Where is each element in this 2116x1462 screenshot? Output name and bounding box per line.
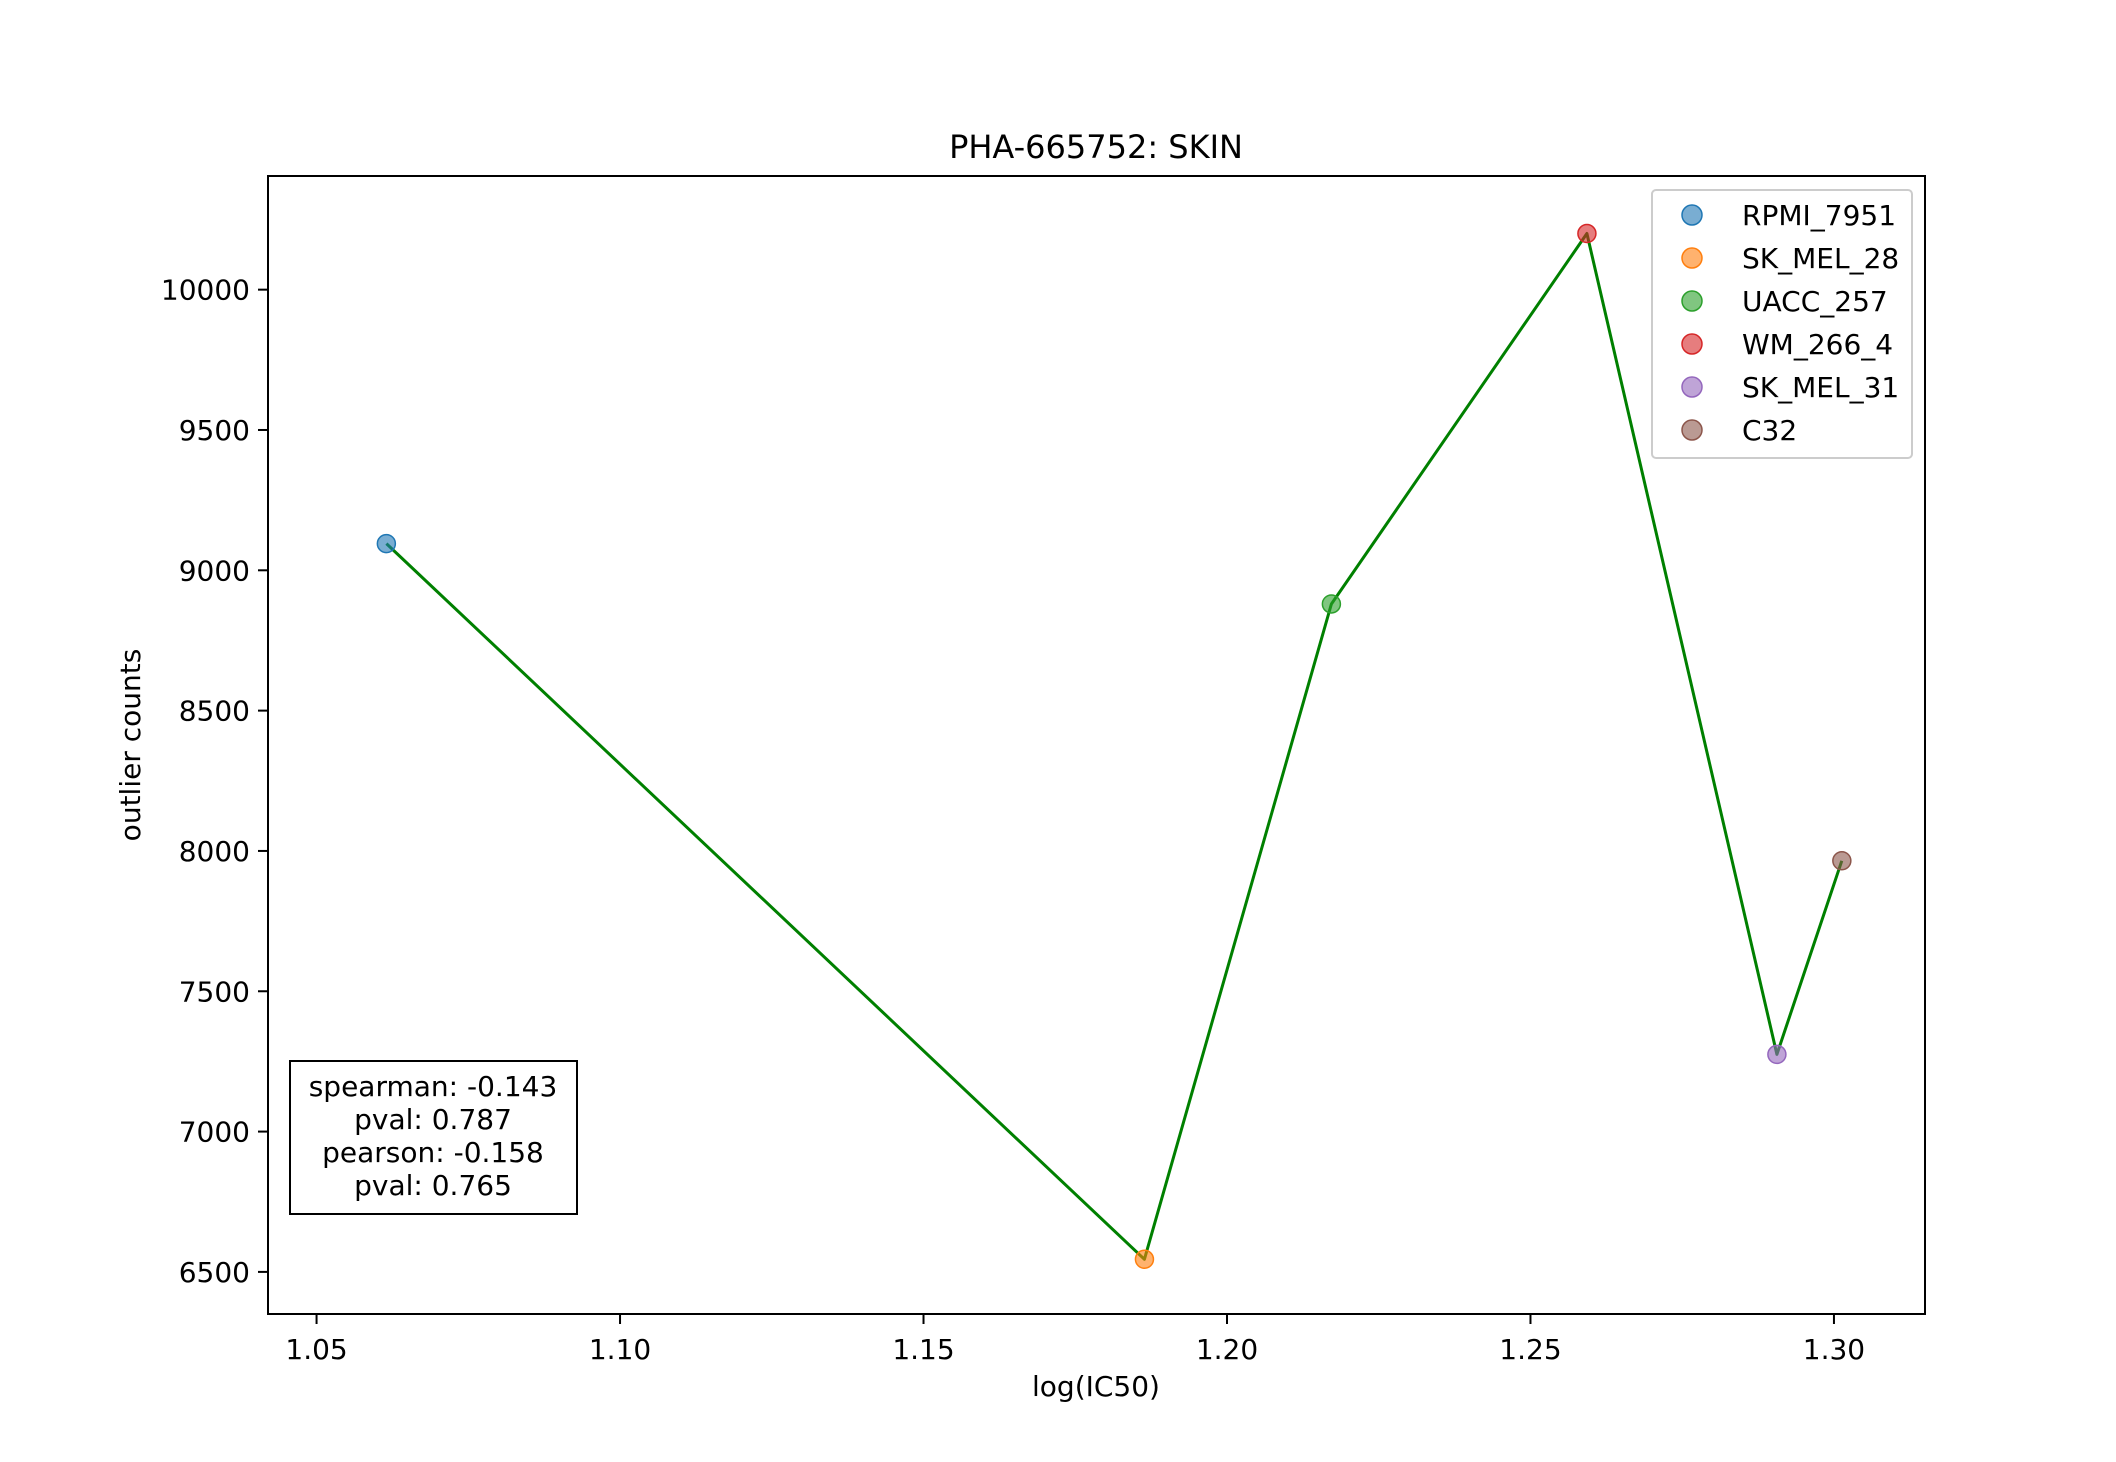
stats-pearson-pval: pval: 0.765 [354,1169,512,1202]
data-point [1832,851,1852,871]
y-tick-label: 9500 [179,414,250,447]
x-axis-label: log(IC50) [1032,1370,1160,1403]
legend-marker [1681,419,1703,441]
legend: RPMI_7951 SK_MEL_28 UACC_257 WM_266_4 SK_MEL… [1651,189,1913,459]
y-axis-ticks: 6500 7000 7500 8000 8500 9000 9500 10000 [161,274,268,1289]
stats-spearman: spearman: -0.143 [309,1070,558,1103]
data-line [385,232,1844,1261]
data-point [1321,594,1342,614]
x-tick-label: 1.25 [1499,1333,1561,1366]
stats-pearson: pearson: -0.158 [322,1136,544,1169]
legend-items: RPMI_7951 SK_MEL_28 UACC_257 WM_266_4 SK_MEL… [1681,199,1899,447]
y-tick-label: 7000 [179,1116,250,1149]
legend-label: RPMI_7951 [1742,199,1896,232]
y-axis-label: outlier counts [114,649,147,842]
x-tick-label: 1.15 [892,1333,954,1366]
legend-label: C32 [1742,414,1797,447]
legend-marker [1681,247,1703,269]
y-tick-label: 8000 [179,835,250,868]
legend-marker [1681,290,1703,312]
data-points [376,223,1852,1270]
legend-marker [1681,376,1703,398]
legend-marker [1681,204,1703,226]
series-line [385,232,1844,1261]
y-tick-label: 7500 [179,975,250,1008]
legend-label: SK_MEL_31 [1742,371,1899,404]
stats-box: spearman: -0.143 pval: 0.787 pearson: -0… [289,1060,578,1215]
legend-frame [1651,189,1913,459]
legend-marker [1681,333,1703,355]
chart-title: PHA-665752: SKIN [949,128,1243,166]
legend-label: UACC_257 [1742,285,1888,318]
x-tick-label: 1.05 [285,1333,347,1366]
x-tick-label: 1.30 [1803,1333,1865,1366]
y-tick-label: 8500 [179,695,250,728]
plot-area: 1.05 1.10 1.15 1.20 1.25 1.30 6500 7000 7500 800… [161,175,1926,1366]
data-point [376,533,397,554]
data-point [1577,223,1597,244]
y-tick-label: 6500 [179,1256,250,1289]
y-tick-label: 9000 [179,554,250,587]
x-tick-label: 1.20 [1196,1333,1258,1366]
data-point [1767,1044,1787,1065]
stats-box-frame [289,1060,578,1215]
y-tick-label: 10000 [161,274,250,307]
data-point [1134,1249,1155,1270]
axes-frame [267,175,1926,1315]
x-tick-label: 1.10 [589,1333,651,1366]
legend-label: WM_266_4 [1742,328,1893,361]
stats-spearman-pval: pval: 0.787 [354,1103,512,1136]
legend-label: SK_MEL_28 [1742,242,1899,275]
x-axis-ticks: 1.05 1.10 1.15 1.20 1.25 1.30 [285,1314,1865,1366]
